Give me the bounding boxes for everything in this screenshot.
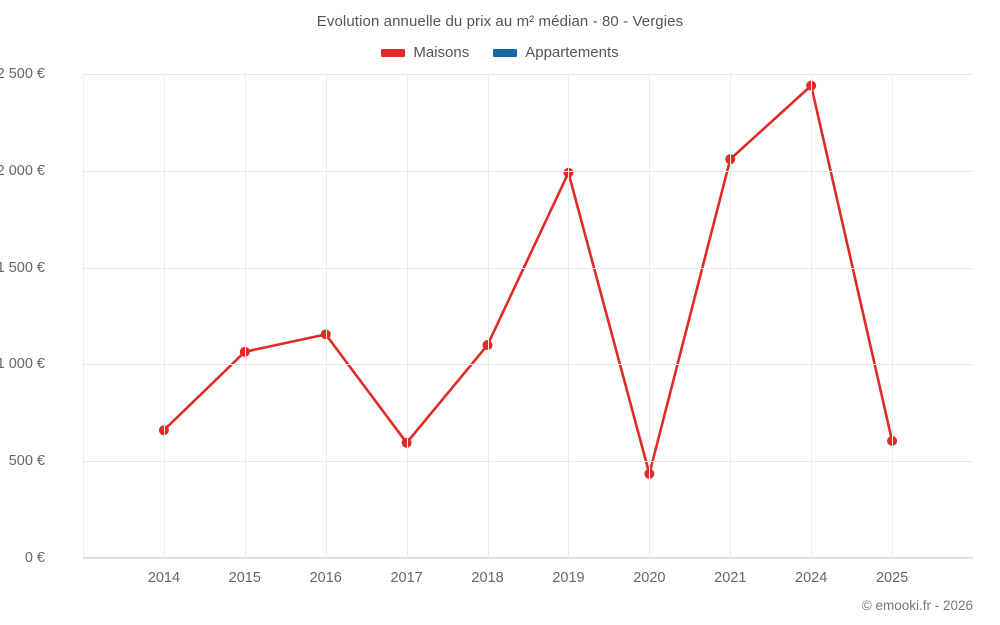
gridline-vertical: [487, 74, 489, 558]
gridline-vertical: [83, 74, 84, 558]
x-axis-tick-label: 2015: [228, 570, 261, 586]
gridline-vertical: [325, 74, 327, 558]
y-axis-tick-label: 0 €: [24, 550, 45, 566]
legend-item-appartements[interactable]: Appartements: [493, 44, 619, 61]
gridline-vertical: [649, 74, 651, 558]
x-axis-tick-label: 2019: [552, 570, 585, 586]
footer-credit: © emooki.fr - 2026: [861, 598, 973, 613]
series-layer: [158, 80, 898, 479]
gridline-vertical: [730, 74, 732, 558]
y-axis-tick-label: 2 500 €: [0, 66, 45, 82]
plot-area: 0 € 500 € 1 000 € 1 500 € 2 000 € 2 500 € 2014…: [0, 66, 973, 586]
x-axis-tick-label: 2020: [633, 570, 666, 586]
y-axis-tick-label: 1 500 €: [0, 259, 45, 276]
gridline-vertical: [811, 74, 813, 558]
y-axis-tick-label: 2 000 €: [0, 162, 45, 179]
gridline-vertical: [568, 74, 570, 558]
chart-legend: Maisons Appartements: [0, 44, 1000, 61]
x-axis-tick-label: 2025: [875, 570, 909, 586]
x-axis-tick-label: 2014: [147, 570, 181, 586]
legend-swatch-icon: [493, 48, 518, 57]
gridline-horizontal: [83, 558, 973, 559]
gridline-horizontal: [83, 364, 973, 366]
gridline-horizontal: [83, 461, 973, 463]
gridline-horizontal: [83, 267, 973, 269]
x-axis-tick-label: 2024: [795, 570, 828, 586]
chart-title: Evolution annuelle du prix au m² médian …: [316, 13, 684, 30]
x-axis-tick-label: 2018: [471, 570, 504, 586]
gridline-vertical: [406, 74, 408, 558]
x-axis-tick-label: 2021: [714, 570, 747, 586]
gridline-vertical: [244, 74, 246, 558]
series-line-maisons: [162, 84, 894, 476]
x-axis-line: [83, 557, 973, 558]
y-axis-tick-label: 500 €: [8, 453, 45, 470]
gridline-vertical: [163, 74, 165, 558]
x-axis-tick-label: 2016: [309, 570, 342, 586]
legend-item-maisons[interactable]: Maisons: [381, 44, 469, 61]
legend-swatch-icon: [381, 48, 406, 57]
gridline-vertical: [892, 74, 894, 558]
gridline-horizontal: [83, 74, 973, 75]
x-axis-tick-label: 2017: [390, 570, 423, 586]
legend-label: Maisons: [413, 44, 470, 61]
y-axis-tick-label: 1 000 €: [0, 356, 45, 373]
legend-label: Appartements: [525, 44, 619, 61]
gridline-horizontal: [83, 170, 973, 172]
